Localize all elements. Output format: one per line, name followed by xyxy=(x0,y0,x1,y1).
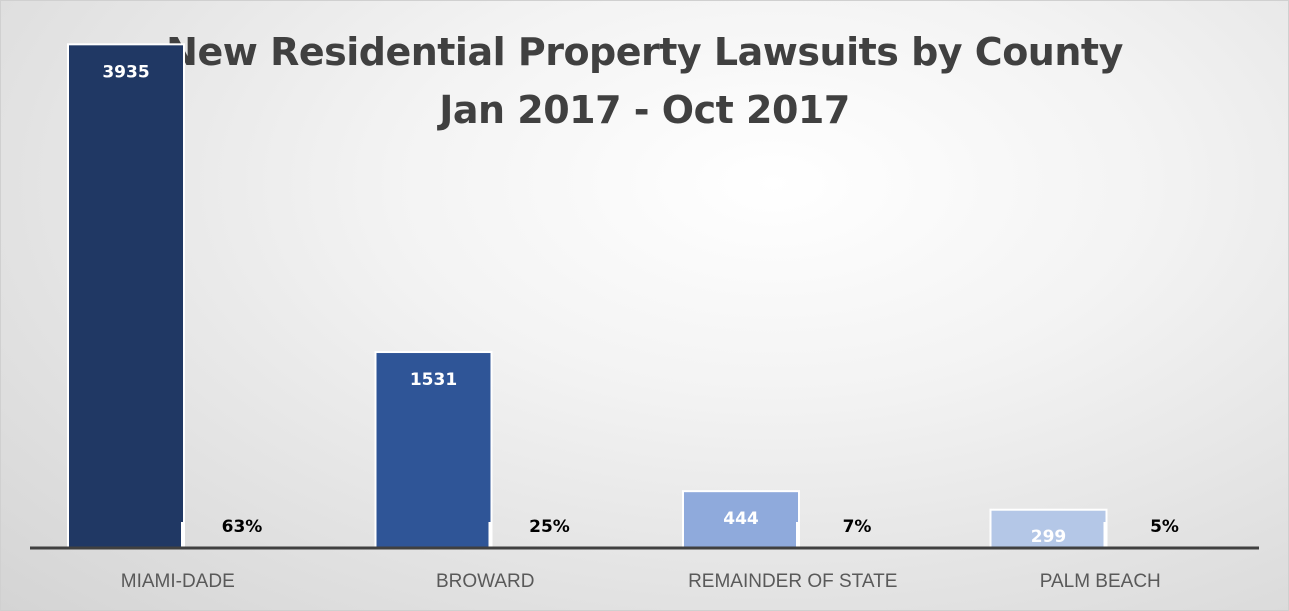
bar-notch xyxy=(181,522,184,548)
bar-notch xyxy=(488,522,492,548)
percent-label: 7% xyxy=(843,517,872,537)
x-tick-label: BROWARD xyxy=(436,571,535,592)
percent-label: 25% xyxy=(529,517,570,537)
count-label: 299 xyxy=(1031,527,1067,547)
chart-subtitle: Jan 2017 - Oct 2017 xyxy=(439,88,850,132)
bar-miami-dade xyxy=(67,43,185,549)
count-label: 1531 xyxy=(410,370,457,390)
count-label: 3935 xyxy=(102,62,149,82)
percent-label: 5% xyxy=(1150,517,1179,537)
x-tick-label: MIAMI-DADE xyxy=(121,571,235,592)
bar-notch xyxy=(1103,522,1107,548)
bar-notch xyxy=(796,522,799,548)
bar-broward xyxy=(374,351,493,550)
percent-label: 63% xyxy=(222,517,263,537)
x-tick-label: PALM BEACH xyxy=(1040,571,1161,592)
x-tick-label: REMAINDER OF STATE xyxy=(688,571,897,592)
chart-title: New Residential Property Lawsuits by Cou… xyxy=(166,30,1123,74)
count-label: 444 xyxy=(723,509,759,529)
bar-remainder-of-state xyxy=(682,490,800,549)
